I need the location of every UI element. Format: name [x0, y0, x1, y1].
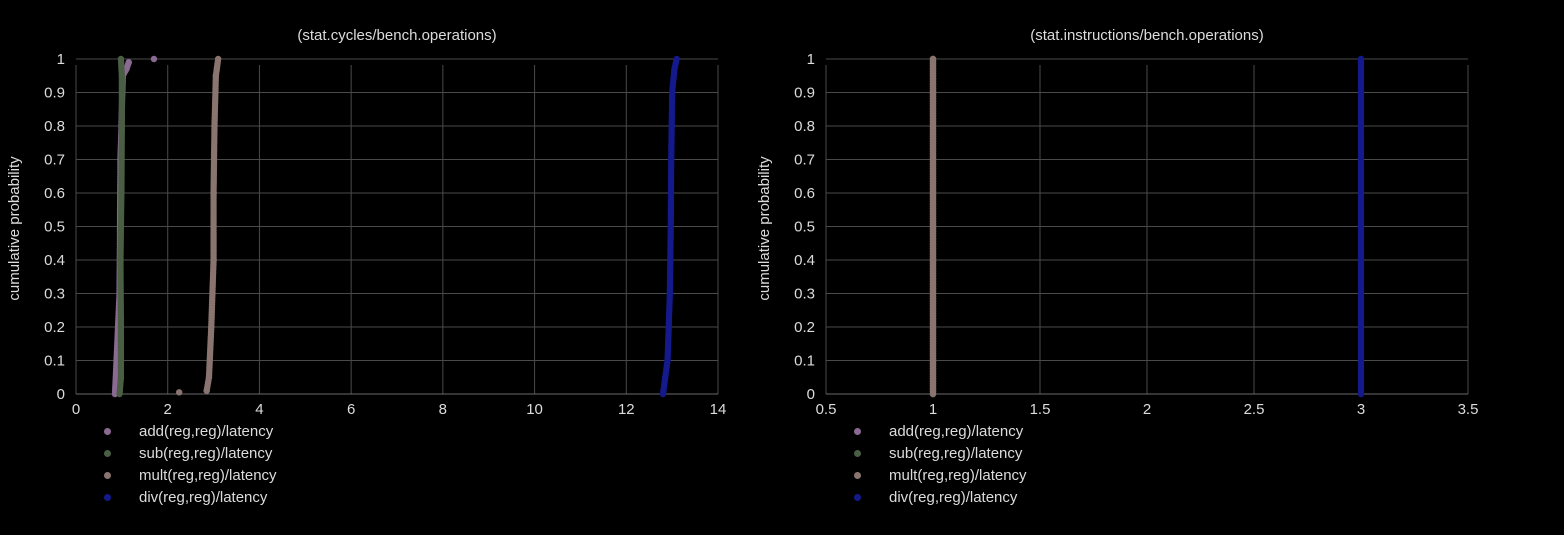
legend-label: mult(reg,reg)/latency — [889, 466, 1027, 484]
legend-marker-icon — [854, 449, 861, 457]
y-tick-label: 0.6 — [794, 185, 815, 202]
y-tick-label: 0.5 — [44, 219, 65, 236]
legend-label: sub(reg,reg)/latency — [889, 444, 1023, 462]
y-tick-label: 0.8 — [44, 118, 65, 135]
legend-marker-icon — [104, 427, 111, 435]
x-tick-label: 2.5 — [1244, 401, 1265, 418]
chart-title: (stat.instructions/bench.operations) — [1030, 27, 1263, 44]
y-tick-label: 1 — [57, 51, 65, 68]
charts-canvas: (stat.cycles/bench.operations) 0 0.1 0.2 0.3… — [6, 27, 1478, 418]
legend-item: mult(reg,reg)/latency — [828, 464, 1027, 486]
y-tick-label: 0.1 — [44, 353, 65, 370]
y-tick-label: 0.8 — [794, 118, 815, 135]
legend-marker-icon — [104, 449, 111, 457]
legend-label: div(reg,reg)/latency — [139, 488, 268, 506]
data-point — [175, 389, 183, 396]
cycles-plot: (stat.cycles/bench.operations) 0 0.1 0.2 0.3… — [6, 27, 726, 418]
y-tick-label: 0.3 — [44, 286, 65, 303]
x-tick-label: 8 — [439, 401, 447, 418]
x-tick-label: 14 — [710, 401, 727, 418]
legend-item: mult(reg,reg)/latency — [78, 464, 277, 486]
x-tick-label: 0 — [72, 401, 80, 418]
x-tick-label: 2 — [164, 401, 172, 418]
legend-label: add(reg,reg)/latency — [139, 422, 274, 440]
data-point — [1357, 55, 1365, 63]
y-tick-label: 0.2 — [44, 319, 65, 336]
y-tick-label: 0.6 — [44, 185, 65, 202]
chart-title: (stat.cycles/bench.operations) — [297, 27, 496, 44]
series-div — [1357, 55, 1365, 398]
legend-label: div(reg,reg)/latency — [889, 488, 1018, 506]
data-point — [150, 55, 158, 63]
series-div — [659, 55, 680, 398]
legend-marker-icon — [854, 493, 861, 501]
instructions-plot: (stat.instructions/bench.operations) 0 0.1… — [756, 27, 1478, 418]
legend-label: mult(reg,reg)/latency — [139, 466, 277, 484]
legend-marker-icon — [854, 427, 861, 435]
y-tick-label: 1 — [807, 51, 815, 68]
legend-marker-icon — [104, 471, 111, 479]
series-mult — [175, 55, 222, 396]
y-tick-label: 0.2 — [794, 319, 815, 336]
y-tick-label: 0.1 — [794, 353, 815, 370]
y-tick-label: 0.7 — [44, 152, 65, 169]
data-point — [214, 55, 222, 63]
x-tick-label: 0.5 — [816, 401, 837, 418]
legend-item: sub(reg,reg)/latency — [828, 442, 1027, 464]
y-tick-label: 0.9 — [44, 85, 65, 102]
y-tick-label: 0.3 — [794, 286, 815, 303]
x-tick-label: 6 — [347, 401, 355, 418]
y-tick-label: 0.4 — [44, 252, 65, 269]
y-tick-label: 0.4 — [794, 252, 815, 269]
y-tick-label: 0 — [807, 386, 815, 403]
cycles-legend: add(reg,reg)/latency sub(reg,reg)/latency… — [78, 420, 277, 508]
x-tick-label: 12 — [618, 401, 635, 418]
y-tick-label: 0 — [57, 386, 65, 403]
legend-item: div(reg,reg)/latency — [828, 486, 1027, 508]
x-tick-label: 1.5 — [1030, 401, 1051, 418]
legend-marker-icon — [104, 493, 111, 501]
x-tick-label: 3.5 — [1458, 401, 1479, 418]
series-mult — [929, 55, 937, 398]
legend-item: add(reg,reg)/latency — [78, 420, 277, 442]
y-tick-label: 0.7 — [794, 152, 815, 169]
x-tick-label: 10 — [526, 401, 543, 418]
y-tick-label: 0.9 — [794, 85, 815, 102]
x-tick-label: 4 — [255, 401, 263, 418]
legend-item: add(reg,reg)/latency — [828, 420, 1027, 442]
series-sub — [116, 55, 126, 398]
data-point — [673, 55, 680, 63]
y-tick-label: 0.5 — [794, 219, 815, 236]
y-axis-label: cumulative probability — [6, 156, 23, 301]
legend-item: div(reg,reg)/latency — [78, 486, 277, 508]
data-point — [117, 55, 125, 63]
data-point — [929, 55, 937, 63]
data-point — [125, 59, 132, 66]
y-axis-label: cumulative probability — [756, 156, 773, 301]
x-tick-label: 3 — [1357, 401, 1365, 418]
legend-marker-icon — [854, 471, 861, 479]
instructions-legend: add(reg,reg)/latency sub(reg,reg)/latency… — [828, 420, 1027, 508]
legend-label: sub(reg,reg)/latency — [139, 444, 273, 462]
legend-item: sub(reg,reg)/latency — [78, 442, 277, 464]
x-tick-label: 2 — [1143, 401, 1151, 418]
x-tick-label: 1 — [929, 401, 937, 418]
legend-label: add(reg,reg)/latency — [889, 422, 1024, 440]
